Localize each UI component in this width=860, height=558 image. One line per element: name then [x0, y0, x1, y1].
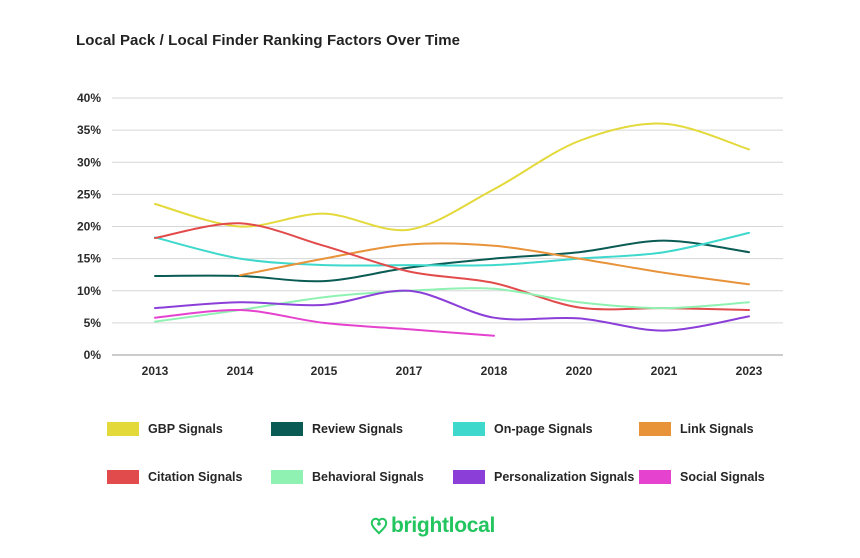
y-axis-ticks: 0% 5% 10% 15% 20% 25% 30% 35% 40% — [77, 91, 101, 362]
chart-title: Local Pack / Local Finder Ranking Factor… — [76, 32, 461, 49]
series-line-gbp-signals — [154, 122, 750, 232]
y-tick-label: 25% — [77, 187, 101, 201]
legend-swatch — [271, 422, 303, 436]
heart-pin-icon — [370, 517, 388, 535]
legend-label: On-page Signals — [494, 422, 593, 436]
legend-swatch — [639, 422, 671, 436]
series-line-social-signals — [154, 308, 495, 337]
series-lines — [154, 122, 750, 337]
legend-label: GBP Signals — [148, 422, 223, 436]
legend-swatch — [639, 470, 671, 484]
y-tick-label: 10% — [77, 284, 101, 298]
y-tick-label: 40% — [77, 91, 101, 105]
legend-label: Social Signals — [680, 470, 765, 484]
legend-swatch — [453, 422, 485, 436]
legend-swatch — [107, 422, 139, 436]
legend-label: Behavioral Signals — [312, 470, 424, 484]
y-tick-label: 30% — [77, 155, 101, 169]
line-chart: 0%5%10%15%20%25%30%35%40% 2013 2014 2015 20… — [77, 91, 783, 378]
legend-label: Citation Signals — [148, 470, 243, 484]
legend-label: Personalization Signals — [494, 470, 635, 484]
legend-item: Review Signals — [271, 421, 403, 437]
y-tick-label: 20% — [77, 220, 101, 234]
legend-item: Link Signals — [639, 421, 754, 437]
x-tick-label: 2023 — [736, 364, 763, 378]
x-tick-label: 2015 — [311, 364, 338, 378]
brand-logo: brightlocal — [370, 514, 495, 538]
legend-item: GBP Signals — [107, 421, 223, 437]
x-tick-label: 2013 — [142, 364, 169, 378]
series-line-citation-signals — [154, 222, 750, 311]
legend-item: Behavioral Signals — [271, 469, 424, 485]
x-tick-label: 2014 — [227, 364, 254, 378]
legend-label: Link Signals — [680, 422, 754, 436]
legend-item: Personalization Signals — [453, 469, 634, 485]
x-tick-label: 2021 — [651, 364, 678, 378]
y-tick-label: 35% — [77, 123, 101, 137]
series-line-review-signals — [154, 239, 750, 283]
legend-swatch — [271, 470, 303, 484]
series-line-on-page-signals — [154, 231, 750, 267]
x-tick-label: 2017 — [396, 364, 423, 378]
legend-swatch — [453, 470, 485, 484]
y-tick-label: 15% — [77, 252, 101, 266]
x-tick-label: 2020 — [566, 364, 593, 378]
x-tick-label: 2018 — [481, 364, 508, 378]
series-line-personalization-signals — [154, 289, 750, 332]
y-tick-label: 0% — [84, 348, 102, 362]
legend-item: Citation Signals — [107, 469, 242, 485]
y-tick-label: 5% — [84, 316, 102, 330]
legend-item: Social Signals — [639, 469, 765, 485]
legend-item: On-page Signals — [453, 421, 593, 437]
gridlines — [112, 97, 783, 356]
series-line-behavioral-signals — [154, 287, 750, 323]
legend-swatch — [107, 470, 139, 484]
x-axis-ticks: 2013 2014 2015 2017 2018 2020 2021 2023 — [142, 364, 763, 378]
legend-label: Review Signals — [312, 422, 404, 436]
series-line-link-signals — [239, 242, 750, 286]
brand-name: brightlocal — [391, 514, 496, 537]
